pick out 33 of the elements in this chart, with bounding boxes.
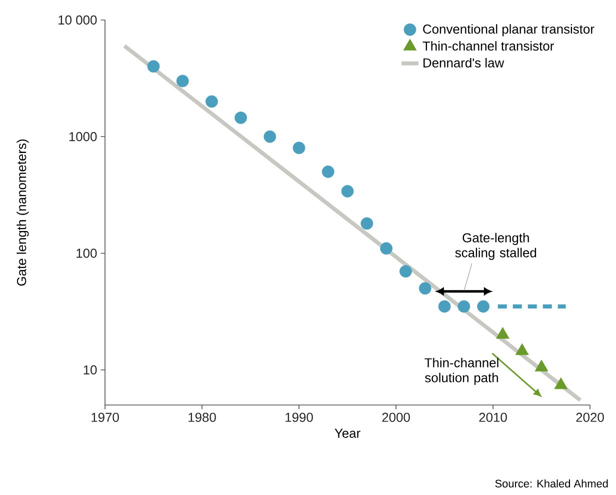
y-axis-title: Gate length (nanometers) <box>16 140 29 286</box>
point <box>322 166 334 178</box>
legend-label: Thin-channel transistor <box>422 41 554 51</box>
point <box>292 142 306 154</box>
source-note: Source: Khaled Ahmed <box>495 479 608 488</box>
y-tick-label: 1000 <box>69 132 97 142</box>
x-tick-label: 2010 <box>479 412 507 422</box>
annotation: Gate-length scaling stalled <box>455 232 536 260</box>
x-axis-title: Year <box>334 428 360 438</box>
point <box>264 130 276 143</box>
point <box>458 300 470 313</box>
legend-label: Conventional planar transistor <box>423 24 594 36</box>
point <box>360 217 374 230</box>
point <box>341 185 354 198</box>
annotation: Thin-channel solution path <box>424 358 498 385</box>
point <box>380 242 392 255</box>
point <box>147 60 160 73</box>
x-tick-label: 2020 <box>576 412 604 422</box>
x-tick-label: 1980 <box>188 412 216 422</box>
x-tick-label: 1990 <box>286 412 313 422</box>
x-tick-label: 2000 <box>382 412 410 422</box>
y-tick-label: 10 000 <box>58 15 97 25</box>
y-tick-label: 10 <box>84 365 97 374</box>
point <box>176 74 189 88</box>
point <box>477 300 490 313</box>
point <box>438 300 451 313</box>
point <box>418 282 432 295</box>
legend-label: Dennard's law <box>424 58 504 68</box>
point <box>234 112 247 124</box>
point <box>206 95 218 108</box>
y-tick-label: 100 <box>76 248 97 258</box>
point <box>400 265 412 278</box>
x-tick-label: 1970 <box>92 412 119 422</box>
